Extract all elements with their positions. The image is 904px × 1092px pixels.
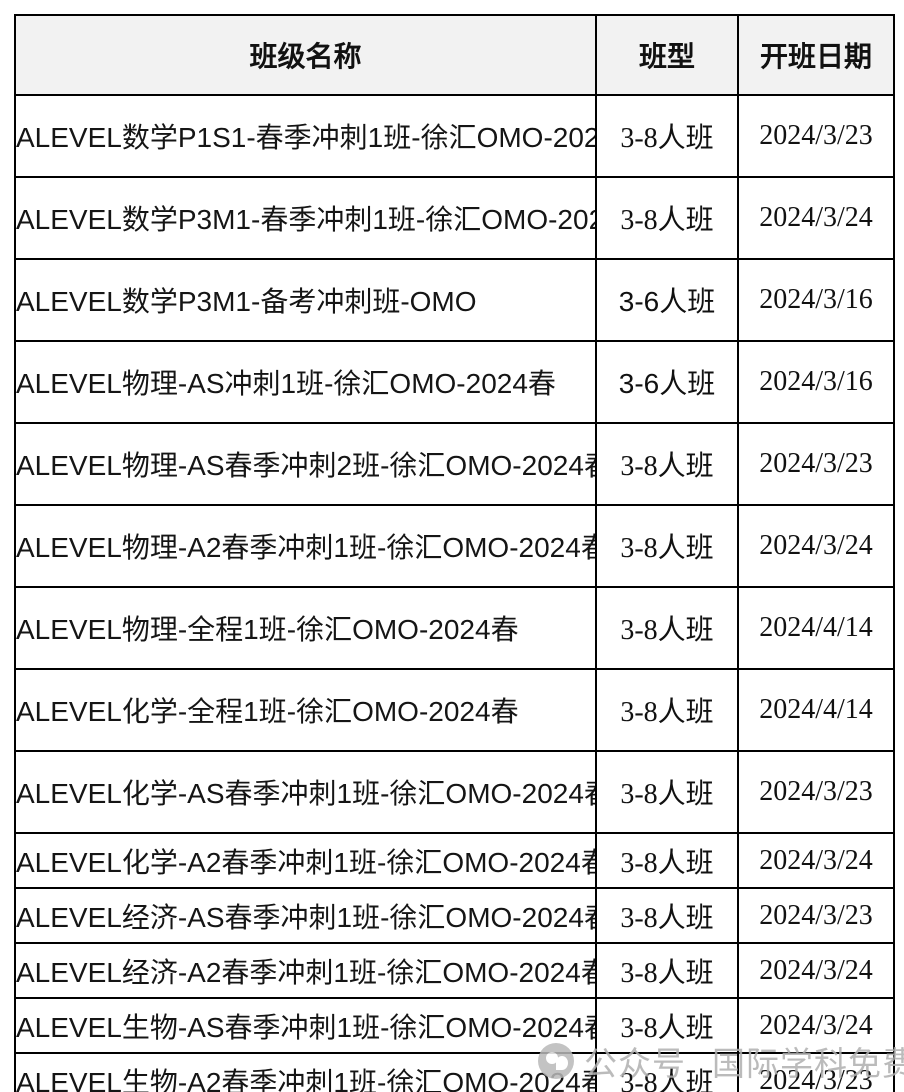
class-type-cell: 3-8人班	[595, 942, 739, 999]
class-type-cell: 3-8人班	[595, 586, 739, 670]
start-date-cell: 2024/3/24	[737, 942, 895, 999]
class-type-cell: 3-6人班	[595, 340, 739, 424]
class-name-cell: ALEVEL生物-A2春季冲刺1班-徐汇OMO-2024春	[14, 1052, 597, 1092]
class-name-cell: ALEVEL化学-全程1班-徐汇OMO-2024春	[14, 668, 597, 752]
class-type-cell: 3-8人班	[595, 176, 739, 260]
class-type-cell: 3-8人班	[595, 1052, 739, 1092]
class-type-cell: 3-8人班	[595, 997, 739, 1054]
start-date-cell: 2024/3/16	[737, 340, 895, 424]
start-date-cell: 2024/3/24	[737, 504, 895, 588]
class-type-cell: 3-8人班	[595, 668, 739, 752]
table-row: ALEVEL化学-A2春季冲刺1班-徐汇OMO-2024春 3-8人班 2024…	[14, 832, 895, 889]
table-row: ALEVEL化学-全程1班-徐汇OMO-2024春 3-8人班 2024/4/1…	[14, 668, 895, 752]
class-name-cell: ALEVEL经济-AS春季冲刺1班-徐汇OMO-2024春	[14, 887, 597, 944]
class-name-cell: ALEVEL化学-A2春季冲刺1班-徐汇OMO-2024春	[14, 832, 597, 889]
start-date-cell: 2024/3/23	[737, 887, 895, 944]
class-name-cell: ALEVEL物理-AS春季冲刺2班-徐汇OMO-2024春	[14, 422, 597, 506]
table-row: ALEVEL经济-A2春季冲刺1班-徐汇OMO-2024春 3-8人班 2024…	[14, 942, 895, 999]
class-type-cell: 3-8人班	[595, 422, 739, 506]
table-row: ALEVEL生物-AS春季冲刺1班-徐汇OMO-2024春 3-8人班 2024…	[14, 997, 895, 1054]
start-date-cell: 2024/3/23	[737, 94, 895, 178]
header-start-date: 开班日期	[737, 14, 895, 96]
class-type-cell: 3-8人班	[595, 832, 739, 889]
start-date-cell: 2024/4/14	[737, 668, 895, 752]
table-row: ALEVEL物理-AS冲刺1班-徐汇OMO-2024春 3-6人班 2024/3…	[14, 340, 895, 424]
start-date-cell: 2024/3/24	[737, 997, 895, 1054]
class-schedule-table: 班级名称 班型 开班日期 ALEVEL数学P1S1-春季冲刺1班-徐汇OMO-2…	[14, 14, 895, 1092]
start-date-cell: 2024/3/23	[737, 1052, 895, 1092]
table-row: ALEVEL物理-A2春季冲刺1班-徐汇OMO-2024春 3-8人班 2024…	[14, 504, 895, 588]
class-type-cell: 3-8人班	[595, 750, 739, 834]
class-name-cell: ALEVEL数学P3M1-春季冲刺1班-徐汇OMO-2024春	[14, 176, 597, 260]
start-date-cell: 2024/3/23	[737, 750, 895, 834]
table-row: ALEVEL数学P1S1-春季冲刺1班-徐汇OMO-2024春 3-8人班 20…	[14, 94, 895, 178]
table-row: ALEVEL数学P3M1-春季冲刺1班-徐汇OMO-2024春 3-8人班 20…	[14, 176, 895, 260]
header-class-name: 班级名称	[14, 14, 597, 96]
table-row: ALEVEL物理-全程1班-徐汇OMO-2024春 3-8人班 2024/4/1…	[14, 586, 895, 670]
class-name-cell: ALEVEL物理-AS冲刺1班-徐汇OMO-2024春	[14, 340, 597, 424]
table-row: ALEVEL生物-A2春季冲刺1班-徐汇OMO-2024春 3-8人班 2024…	[14, 1052, 895, 1092]
header-class-type: 班型	[595, 14, 739, 96]
start-date-cell: 2024/3/23	[737, 422, 895, 506]
start-date-cell: 2024/4/14	[737, 586, 895, 670]
start-date-cell: 2024/3/16	[737, 258, 895, 342]
class-type-cell: 3-6人班	[595, 258, 739, 342]
header-row: 班级名称 班型 开班日期	[14, 14, 895, 96]
class-name-cell: ALEVEL数学P3M1-备考冲刺班-OMO	[14, 258, 597, 342]
class-name-cell: ALEVEL化学-AS春季冲刺1班-徐汇OMO-2024春	[14, 750, 597, 834]
class-name-cell: ALEVEL数学P1S1-春季冲刺1班-徐汇OMO-2024春	[14, 94, 597, 178]
class-name-cell: ALEVEL生物-AS春季冲刺1班-徐汇OMO-2024春	[14, 997, 597, 1054]
table-row: ALEVEL化学-AS春季冲刺1班-徐汇OMO-2024春 3-8人班 2024…	[14, 750, 895, 834]
class-type-cell: 3-8人班	[595, 94, 739, 178]
start-date-cell: 2024/3/24	[737, 176, 895, 260]
class-name-cell: ALEVEL经济-A2春季冲刺1班-徐汇OMO-2024春	[14, 942, 597, 999]
table-row: ALEVEL经济-AS春季冲刺1班-徐汇OMO-2024春 3-8人班 2024…	[14, 887, 895, 944]
class-type-cell: 3-8人班	[595, 887, 739, 944]
table-row: ALEVEL物理-AS春季冲刺2班-徐汇OMO-2024春 3-8人班 2024…	[14, 422, 895, 506]
table-row: ALEVEL数学P3M1-备考冲刺班-OMO 3-6人班 2024/3/16	[14, 258, 895, 342]
start-date-cell: 2024/3/24	[737, 832, 895, 889]
class-type-cell: 3-8人班	[595, 504, 739, 588]
class-name-cell: ALEVEL物理-全程1班-徐汇OMO-2024春	[14, 586, 597, 670]
class-name-cell: ALEVEL物理-A2春季冲刺1班-徐汇OMO-2024春	[14, 504, 597, 588]
